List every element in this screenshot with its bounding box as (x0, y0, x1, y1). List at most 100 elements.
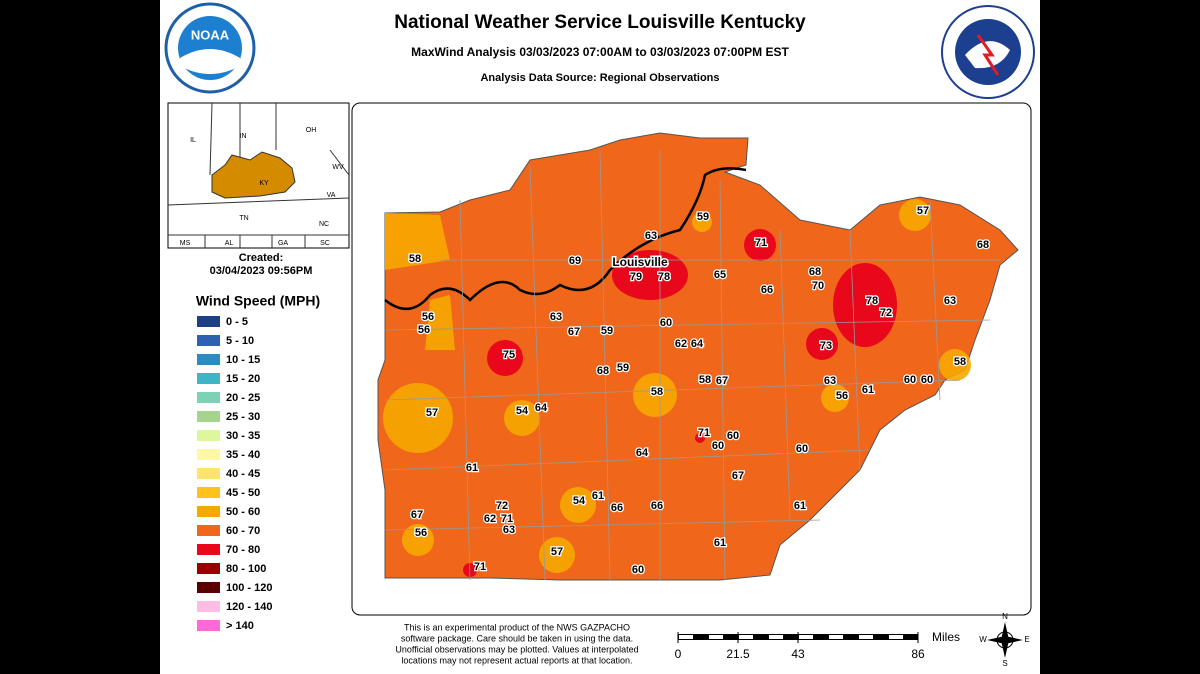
station-value: 71 (501, 513, 513, 525)
legend-label: 80 - 100 (226, 563, 266, 575)
state-label: AL (225, 240, 234, 247)
station-value: 61 (794, 500, 806, 512)
legend-label: 120 - 140 (226, 601, 272, 613)
state-label: TN (239, 215, 248, 222)
compass: N E W S (979, 612, 1029, 668)
station-value: 61 (592, 490, 604, 502)
station-value: 68 (597, 365, 609, 377)
state-label: GA (278, 240, 288, 247)
scale-bar-segment (889, 635, 903, 639)
station-value: 56 (836, 390, 848, 402)
legend-label: 45 - 50 (226, 487, 260, 499)
legend-label: > 140 (226, 620, 254, 632)
station-value: 60 (632, 564, 644, 576)
scale-tick-label: 21.5 (726, 647, 750, 661)
noaa-logo: NOAA (164, 2, 256, 94)
station-value: 60 (660, 317, 672, 329)
scale-tick-label: 86 (911, 647, 925, 661)
legend-label: 15 - 20 (226, 373, 260, 385)
station-value: 64 (636, 447, 649, 459)
station-value: 67 (732, 470, 744, 482)
disclaimer: This is an experimental product of the N… (395, 622, 638, 665)
station-value: 66 (611, 502, 623, 514)
legend-swatch (197, 620, 220, 631)
state-label: MS (180, 240, 191, 247)
station-value: 61 (466, 462, 478, 474)
scale-unit: Miles (932, 630, 960, 644)
station-value: 68 (809, 266, 821, 278)
station-value: 63 (503, 524, 515, 536)
legend-label: 70 - 80 (226, 544, 260, 556)
station-value: 60 (712, 440, 724, 452)
station-value: 71 (698, 427, 710, 439)
compass-label: S (1002, 659, 1007, 668)
station-value: 59 (697, 211, 709, 223)
station-value: 63 (550, 311, 562, 323)
legend-swatch (197, 449, 220, 460)
legend-swatch (197, 430, 220, 441)
station-value: 58 (409, 253, 421, 265)
station-value: 78 (658, 271, 670, 283)
state-label: OH (306, 127, 317, 134)
legend-swatch (197, 563, 220, 574)
state-label: KY (259, 180, 269, 187)
station-value: 58 (954, 356, 966, 368)
station-value: 71 (755, 237, 767, 249)
legend-label: 50 - 60 (226, 506, 260, 518)
legend-label: 0 - 5 (226, 316, 248, 328)
station-value: 57 (917, 205, 929, 217)
station-value: 66 (651, 500, 663, 512)
station-value: 57 (551, 546, 563, 558)
legend-swatch (197, 487, 220, 498)
station-value: 56 (418, 324, 430, 336)
state-label: WV (332, 164, 344, 171)
station-value: 60 (904, 374, 916, 386)
station-value: 70 (812, 280, 824, 292)
station-value: 69 (569, 255, 581, 267)
legend-label: 35 - 40 (226, 449, 260, 461)
station-value: 63 (944, 295, 956, 307)
legend-label: 30 - 35 (226, 430, 260, 442)
state-label: SC (320, 240, 330, 247)
legend-swatch (197, 468, 220, 479)
legend-label: 60 - 70 (226, 525, 260, 537)
scale-bar-segment (799, 635, 813, 639)
scale-bar-segment (679, 635, 693, 639)
title: National Weather Service Louisville Kent… (394, 12, 806, 33)
legend-swatch (197, 525, 220, 536)
scale-bar-segment (739, 635, 753, 639)
scale-bar-segment (829, 635, 843, 639)
station-value: 67 (411, 509, 423, 521)
station-value: 59 (601, 325, 613, 337)
station-value: 79 (630, 271, 642, 283)
station-value: 72 (880, 307, 892, 319)
station-value: 60 (727, 430, 739, 442)
station-value: 57 (426, 407, 438, 419)
station-value: 58 (699, 374, 711, 386)
station-value: 71 (474, 561, 486, 573)
noaa-text: NOAA (191, 27, 230, 42)
legend-swatch (197, 411, 220, 422)
nws-logo (941, 5, 1035, 99)
station-value: 56 (415, 527, 427, 539)
disclaimer-line: locations may not represent actual repor… (401, 655, 632, 665)
legend-swatch (197, 335, 220, 346)
station-value: 62 (484, 513, 496, 525)
station-value: 61 (714, 537, 726, 549)
legend-swatch (197, 506, 220, 517)
legend-swatch (197, 544, 220, 555)
inset-map: IL IN OH WV KY VA TN NC MS AL GA SC (167, 102, 350, 249)
legend-swatch (197, 601, 220, 612)
subtitle: MaxWind Analysis 03/03/2023 07:00AM to 0… (411, 45, 789, 59)
station-value: 73 (820, 340, 832, 352)
station-value: 67 (716, 375, 728, 387)
disclaimer-line: software package. Care should be taken i… (401, 633, 633, 643)
station-value: 66 (761, 284, 773, 296)
station-value: 64 (691, 338, 704, 350)
station-value: 68 (977, 239, 989, 251)
scale-bar-segment (769, 635, 783, 639)
station-value: 63 (824, 375, 836, 387)
